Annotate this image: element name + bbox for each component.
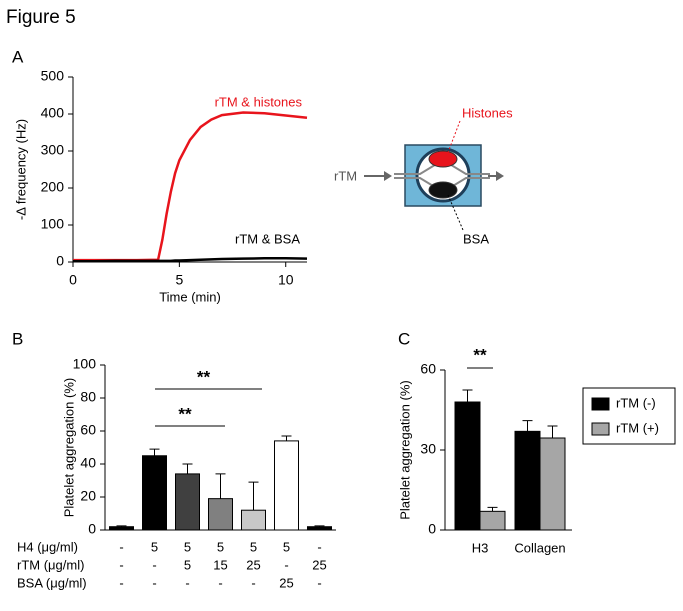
- y-tick-label: 400: [41, 105, 65, 121]
- error-bar: [487, 506, 498, 512]
- y-tick-label: 100: [73, 356, 97, 372]
- error-bar: [522, 420, 533, 432]
- legend-swatch: [591, 397, 610, 411]
- condition-label: BSA (μg/ml): [17, 575, 87, 590]
- bar: [109, 526, 134, 531]
- panel-label: B: [12, 329, 23, 348]
- panel-label: A: [12, 47, 24, 66]
- y-tick-label: 200: [41, 179, 65, 195]
- legend-label: rTM (+): [616, 420, 659, 435]
- condition-value: 25: [312, 557, 326, 572]
- histone-spot: [428, 150, 458, 168]
- line: [73, 257, 308, 263]
- y-tick-label: 20: [80, 488, 96, 504]
- bar: [274, 440, 299, 531]
- error-bar: [248, 481, 259, 511]
- x-tick-label: H3: [472, 540, 489, 555]
- bar: [307, 526, 332, 531]
- condition-value: -: [218, 575, 222, 590]
- diagram-input: rTM: [334, 168, 357, 183]
- condition-value: 5: [151, 539, 158, 554]
- y-tick-label: 100: [41, 216, 65, 232]
- chip-diagram: rTM Histones BSA: [334, 105, 513, 246]
- y-tick-label: 60: [80, 422, 96, 438]
- condition-value: 5: [184, 557, 191, 572]
- condition-value: 5: [217, 539, 224, 554]
- error-bar: [462, 389, 473, 402]
- significance-label: **: [197, 367, 211, 386]
- y-tick-label: 80: [80, 389, 96, 405]
- panel-label: C: [398, 329, 410, 348]
- bar: [539, 437, 566, 531]
- x-tick-label: 10: [278, 272, 294, 288]
- error-bar: [281, 435, 292, 441]
- condition-value: 25: [279, 575, 293, 590]
- condition-value: -: [119, 575, 123, 590]
- arrowhead: [496, 171, 504, 181]
- y-tick-label: 500: [41, 68, 65, 84]
- condition-label: rTM (μg/ml): [17, 557, 84, 572]
- bar: [454, 401, 481, 531]
- y-axis-label: Platelet aggregation (%): [61, 378, 76, 517]
- bar: [479, 510, 506, 531]
- y-axis-label: -Δ frequency (Hz): [13, 119, 28, 220]
- bsa-spot: [428, 181, 458, 199]
- arrowhead: [384, 171, 392, 181]
- condition-value: -: [317, 539, 321, 554]
- series-label: rTM & BSA: [235, 231, 300, 246]
- condition-value: 5: [283, 539, 290, 554]
- significance-label: **: [473, 345, 487, 364]
- x-tick-label: 5: [175, 272, 183, 288]
- y-tick-label: 0: [56, 253, 64, 269]
- bar: [175, 473, 200, 531]
- condition-value: 5: [250, 539, 257, 554]
- condition-value: 5: [184, 539, 191, 554]
- condition-value: -: [284, 557, 288, 572]
- condition-value: -: [185, 575, 189, 590]
- error-bar: [182, 463, 193, 474]
- x-tick-label: Collagen: [514, 540, 565, 555]
- condition-value: 25: [246, 557, 260, 572]
- y-tick-label: 0: [88, 521, 96, 537]
- condition-value: 15: [213, 557, 227, 572]
- error-bar: [149, 448, 160, 456]
- y-tick-label: 30: [420, 441, 436, 457]
- error-bar: [215, 473, 226, 499]
- significance-label: **: [178, 404, 192, 423]
- y-axis-label: Platelet aggregation (%): [397, 380, 412, 519]
- x-axis-label: Time (min): [159, 289, 221, 304]
- condition-value: -: [152, 575, 156, 590]
- bar: [142, 455, 167, 531]
- diagram-bottom: BSA: [463, 231, 489, 246]
- series-label: rTM & histones: [215, 94, 303, 109]
- legend-label: rTM (-): [616, 395, 656, 410]
- bar: [514, 430, 541, 531]
- diagram-top: Histones: [462, 105, 513, 120]
- y-tick-label: 60: [420, 361, 436, 377]
- condition-value: -: [119, 557, 123, 572]
- condition-label: H4 (μg/ml): [17, 539, 78, 554]
- bar: [241, 509, 266, 531]
- y-tick-label: 300: [41, 142, 65, 158]
- figure-title: Figure 5: [6, 7, 76, 28]
- condition-value: -: [119, 539, 123, 554]
- condition-value: -: [152, 557, 156, 572]
- condition-value: -: [251, 575, 255, 590]
- y-tick-label: 0: [428, 521, 436, 537]
- bar: [208, 498, 233, 531]
- error-bar: [547, 425, 558, 438]
- legend-swatch: [591, 422, 610, 436]
- x-tick-label: 0: [69, 272, 77, 288]
- condition-value: -: [317, 575, 321, 590]
- y-tick-label: 40: [80, 455, 96, 471]
- legend-box: [582, 387, 676, 445]
